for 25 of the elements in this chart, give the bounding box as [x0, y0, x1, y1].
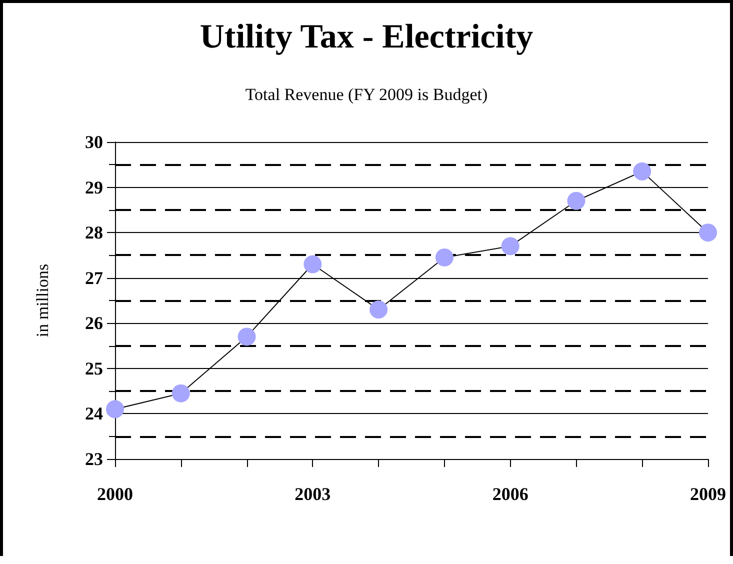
y-axis-title: in millions — [33, 264, 52, 338]
x-tick-label: 2009 — [690, 484, 726, 504]
point — [172, 384, 190, 402]
y-tick-label: 30 — [85, 132, 103, 152]
y-tick-label: 23 — [85, 449, 103, 469]
point — [435, 248, 454, 266]
point — [699, 224, 717, 242]
x-tick-label: 2006 — [492, 484, 528, 504]
y-tick-label: 25 — [85, 358, 103, 378]
point — [370, 300, 388, 319]
y-tick-label: 28 — [85, 222, 103, 243]
y-tick-label: 26 — [85, 313, 103, 334]
y-tick-label: 29 — [85, 177, 103, 198]
point — [238, 328, 256, 346]
point — [501, 237, 520, 256]
y-tick-label: 27 — [85, 268, 103, 288]
y-tick-label: 24 — [85, 404, 103, 424]
point — [106, 400, 124, 418]
point — [567, 192, 586, 210]
point — [633, 162, 652, 180]
x-tick-label: 2000 — [97, 484, 133, 504]
chart-title: Utility Tax - Electricity — [200, 18, 534, 56]
chart-subtitle: Total Revenue (FY 2009 is Budget) — [245, 85, 488, 104]
x-tick-label: 2003 — [294, 484, 331, 504]
point — [304, 255, 322, 274]
